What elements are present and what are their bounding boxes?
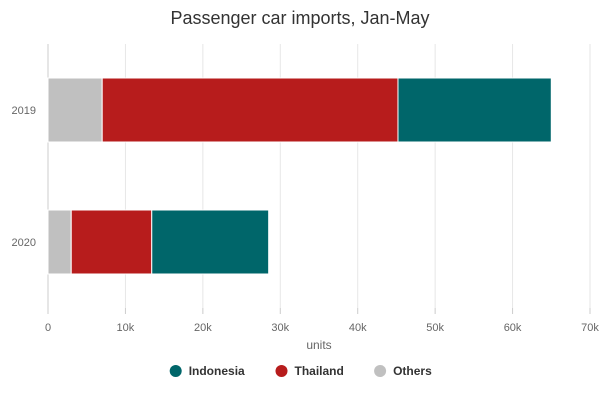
x-axis-title: units bbox=[306, 338, 331, 352]
legend-marker bbox=[275, 365, 288, 377]
chart-title: Passenger car imports, Jan-May bbox=[170, 8, 429, 28]
bar-others-2020 bbox=[47, 209, 72, 275]
bar-indonesia-2019 bbox=[397, 77, 552, 143]
legend-item-thailand[interactable]: Thailand bbox=[275, 364, 344, 378]
bar-thailand-2019 bbox=[101, 77, 399, 143]
x-tick-label: 50k bbox=[426, 322, 444, 334]
x-tick-label: 30k bbox=[271, 322, 289, 334]
legend-label: Indonesia bbox=[189, 364, 245, 378]
legend-marker bbox=[169, 365, 182, 377]
bar-thailand-2020 bbox=[70, 209, 153, 275]
legend-item-others[interactable]: Others bbox=[374, 364, 432, 378]
legend-item-indonesia[interactable]: Indonesia bbox=[169, 364, 245, 378]
bar-indonesia-2020 bbox=[151, 209, 270, 275]
x-tick-label: 0 bbox=[45, 322, 51, 334]
x-tick-label: 10k bbox=[117, 322, 135, 334]
legend-label: Others bbox=[393, 364, 432, 378]
x-axis-ticks: 0 10k 20k 30k 40k 50k 60k 70k bbox=[45, 308, 599, 334]
legend: Indonesia Thailand Others bbox=[169, 364, 432, 378]
legend-label: Thailand bbox=[295, 364, 344, 378]
y-tick-label: 2019 bbox=[12, 105, 36, 117]
x-tick-label: 70k bbox=[581, 322, 599, 334]
bar-others-2019 bbox=[47, 77, 103, 143]
y-tick-label: 2020 bbox=[12, 237, 36, 249]
x-tick-label: 40k bbox=[349, 322, 367, 334]
y-axis-ticks: 2019 2020 bbox=[12, 105, 36, 249]
bars bbox=[47, 77, 552, 275]
x-tick-label: 20k bbox=[194, 322, 212, 334]
x-tick-label: 60k bbox=[504, 322, 522, 334]
legend-marker bbox=[374, 365, 387, 377]
